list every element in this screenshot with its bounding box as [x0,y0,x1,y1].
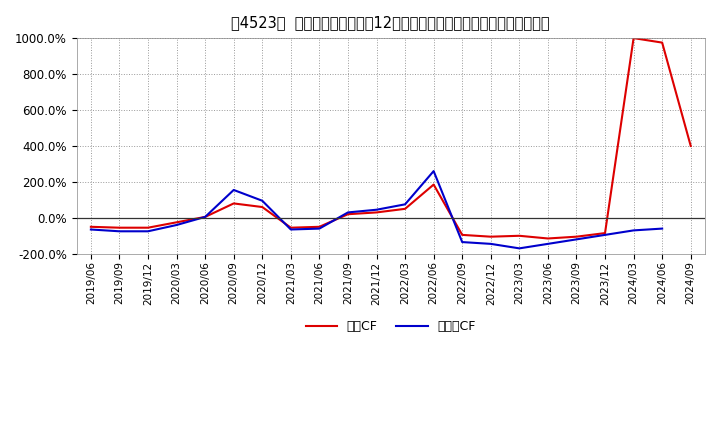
営業CF [315,224,324,229]
フリーCF [258,198,266,203]
Line: フリーCF: フリーCF [91,171,662,248]
営業CF [629,36,638,41]
フリーCF [572,237,581,242]
営業CF [572,234,581,239]
営業CF [401,206,410,212]
営業CF [343,212,352,217]
営業CF [201,214,210,220]
フリーCF [487,241,495,246]
フリーCF [144,229,153,234]
Legend: 営業CF, フリーCF: 営業CF, フリーCF [300,315,481,338]
営業CF [515,233,523,238]
フリーCF [600,232,609,238]
フリーCF [658,226,667,231]
営業CF [658,40,667,45]
フリーCF [401,202,410,207]
営業CF [458,232,467,238]
営業CF [600,231,609,236]
営業CF [230,201,238,206]
フリーCF [429,169,438,174]
フリーCF [230,187,238,193]
営業CF [487,234,495,239]
フリーCF [315,226,324,231]
営業CF [372,210,381,215]
Title: ［4523］  キャッシュフローの12か月移動合計の対前年同期増減率の推移: ［4523］ キャッシュフローの12か月移動合計の対前年同期増減率の推移 [232,15,550,30]
営業CF [172,220,181,225]
フリーCF [343,210,352,215]
Line: 営業CF: 営業CF [91,38,690,238]
フリーCF [629,228,638,233]
フリーCF [372,207,381,213]
営業CF [258,205,266,210]
営業CF [115,225,124,230]
営業CF [686,143,695,149]
フリーCF [287,227,295,232]
営業CF [429,182,438,187]
営業CF [86,224,95,229]
フリーCF [515,246,523,251]
フリーCF [172,222,181,227]
フリーCF [201,214,210,220]
フリーCF [458,239,467,245]
営業CF [544,236,552,241]
フリーCF [544,241,552,246]
フリーCF [115,229,124,234]
営業CF [144,225,153,230]
フリーCF [86,227,95,232]
営業CF [287,225,295,230]
